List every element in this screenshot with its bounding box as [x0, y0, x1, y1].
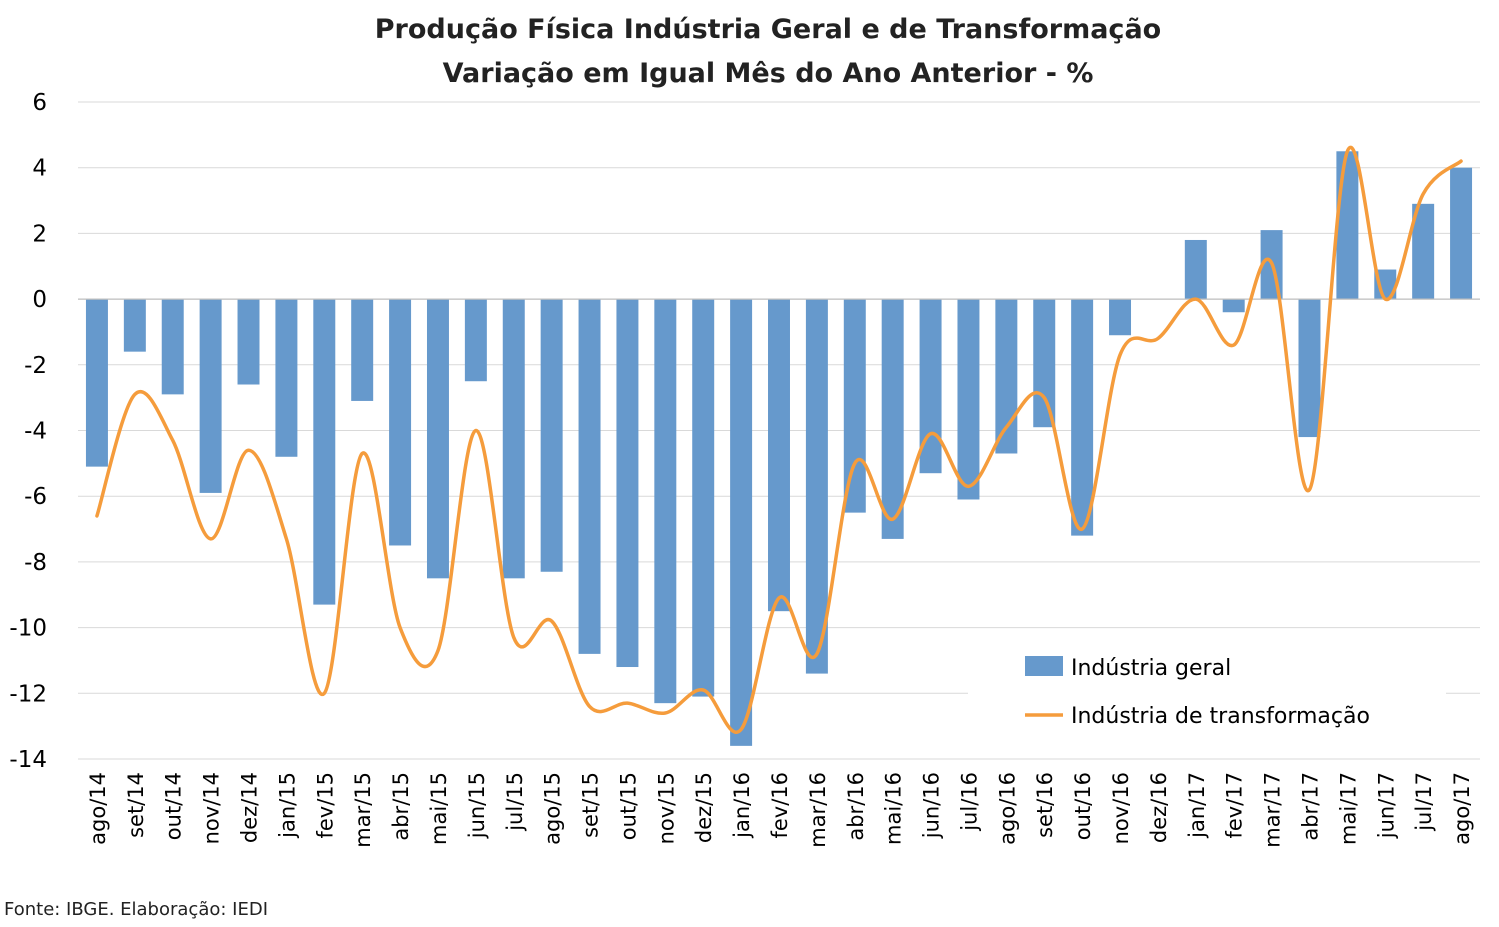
bar [161, 299, 184, 395]
x-tick-label: out/14 [162, 772, 186, 840]
x-tick-label: nov/15 [654, 772, 678, 844]
legend: Indústria geral Indústria de transformaç… [968, 640, 1446, 745]
y-tick-label: -10 [9, 616, 47, 642]
y-tick-label: -8 [24, 550, 47, 576]
x-tick-label: fev/15 [313, 772, 337, 839]
x-tick-label: set/15 [579, 772, 603, 838]
x-tick-label: mar/16 [806, 772, 830, 848]
bar [1298, 299, 1321, 438]
x-tick-label: out/15 [616, 772, 640, 840]
bar [881, 299, 904, 539]
bar [199, 299, 222, 493]
x-tick-label: nov/16 [1109, 772, 1133, 844]
bar [1336, 151, 1359, 300]
bar [464, 299, 487, 382]
bar [275, 299, 298, 457]
bar [843, 299, 866, 513]
legend-label-industria-transformacao: Indústria de transformação [1071, 704, 1370, 729]
x-tick-label: fev/16 [768, 772, 792, 839]
legend-label-industria-geral: Indústria geral [1071, 656, 1231, 681]
x-tick-label: dez/14 [238, 772, 262, 843]
bar [426, 299, 449, 579]
x-tick-label: set/16 [1033, 772, 1057, 838]
x-tick-label: jan/15 [275, 772, 299, 839]
bar [805, 299, 828, 674]
x-tick-label: mai/15 [427, 772, 451, 845]
x-tick-label: nov/14 [200, 772, 224, 844]
bar [1184, 239, 1207, 300]
x-tick-label: jul/15 [503, 772, 527, 832]
y-tick-label: -12 [9, 681, 47, 707]
x-tick-label: fev/17 [1223, 772, 1247, 839]
chart-subtitle: Variação em Igual Mês do Ano Anterior - … [443, 58, 1094, 89]
x-tick-label: mar/15 [351, 772, 375, 848]
y-axis-ticks: 6 4 2 0 -2 -4 -6 -8 -10 -12 -14 [9, 90, 47, 773]
x-tick-label: jan/16 [730, 772, 754, 839]
bar [730, 299, 753, 746]
x-tick-label: mai/16 [882, 772, 906, 845]
bar [768, 299, 790, 612]
y-tick-label: -6 [24, 484, 47, 510]
bar [692, 299, 715, 697]
x-tick-label: jun/15 [465, 772, 489, 839]
x-tick-label: mai/17 [1336, 772, 1360, 845]
y-tick-label: -4 [24, 419, 47, 445]
x-tick-label: ago/17 [1450, 772, 1474, 845]
line-series-industria-transformacao [95, 145, 1463, 734]
bar [1109, 299, 1132, 336]
bar [654, 299, 677, 704]
x-tick-label: jun/17 [1374, 772, 1398, 839]
x-tick-label: dez/16 [1147, 772, 1171, 843]
y-tick-label: 6 [32, 90, 47, 116]
bar-series-industria-geral [85, 151, 1473, 746]
bar [1222, 299, 1245, 313]
bar [1071, 299, 1094, 536]
bar [237, 299, 260, 385]
bar [123, 299, 146, 352]
x-tick-label: ago/15 [541, 772, 565, 845]
bar [502, 299, 525, 579]
source-note: Fonte: IBGE. Elaboração: IEDI [4, 899, 269, 920]
bar [616, 299, 639, 668]
x-tick-label: jan/17 [1185, 772, 1209, 839]
x-tick-label: jul/17 [1412, 772, 1436, 832]
bar [313, 299, 336, 605]
bar [919, 299, 942, 474]
x-tick-label: ago/14 [86, 772, 110, 845]
x-tick-label: set/14 [124, 772, 148, 838]
y-tick-label: 4 [32, 156, 47, 182]
x-axis-ticks: ago/14 set/14 out/14 nov/14 dez/14 jan/15 fev/… [86, 772, 1474, 848]
bar [540, 299, 563, 572]
bar [957, 299, 980, 500]
bar [351, 299, 374, 401]
bar [578, 299, 601, 654]
x-tick-label: abr/16 [844, 772, 868, 841]
y-tick-label: -2 [24, 353, 47, 379]
bar [1450, 167, 1473, 300]
y-tick-label: -14 [9, 747, 47, 773]
x-tick-label: out/16 [1071, 772, 1095, 840]
bar [1412, 203, 1435, 300]
bar [995, 299, 1018, 454]
bar [389, 299, 412, 546]
bar [85, 299, 108, 467]
bar [1033, 299, 1056, 428]
x-tick-label: abr/17 [1298, 772, 1322, 841]
legend-swatch-industria-geral [1025, 656, 1063, 676]
chart-title: Produção Física Indústria Geral e de Tra… [375, 14, 1161, 45]
y-tick-label: 2 [32, 221, 47, 247]
x-tick-label: dez/15 [692, 772, 716, 843]
x-tick-label: abr/15 [389, 772, 413, 841]
x-tick-label: jun/16 [920, 772, 944, 839]
y-tick-label: 0 [32, 287, 47, 313]
x-tick-label: ago/16 [995, 772, 1019, 845]
x-tick-label: jul/16 [957, 772, 981, 832]
x-tick-label: mar/17 [1261, 772, 1285, 848]
